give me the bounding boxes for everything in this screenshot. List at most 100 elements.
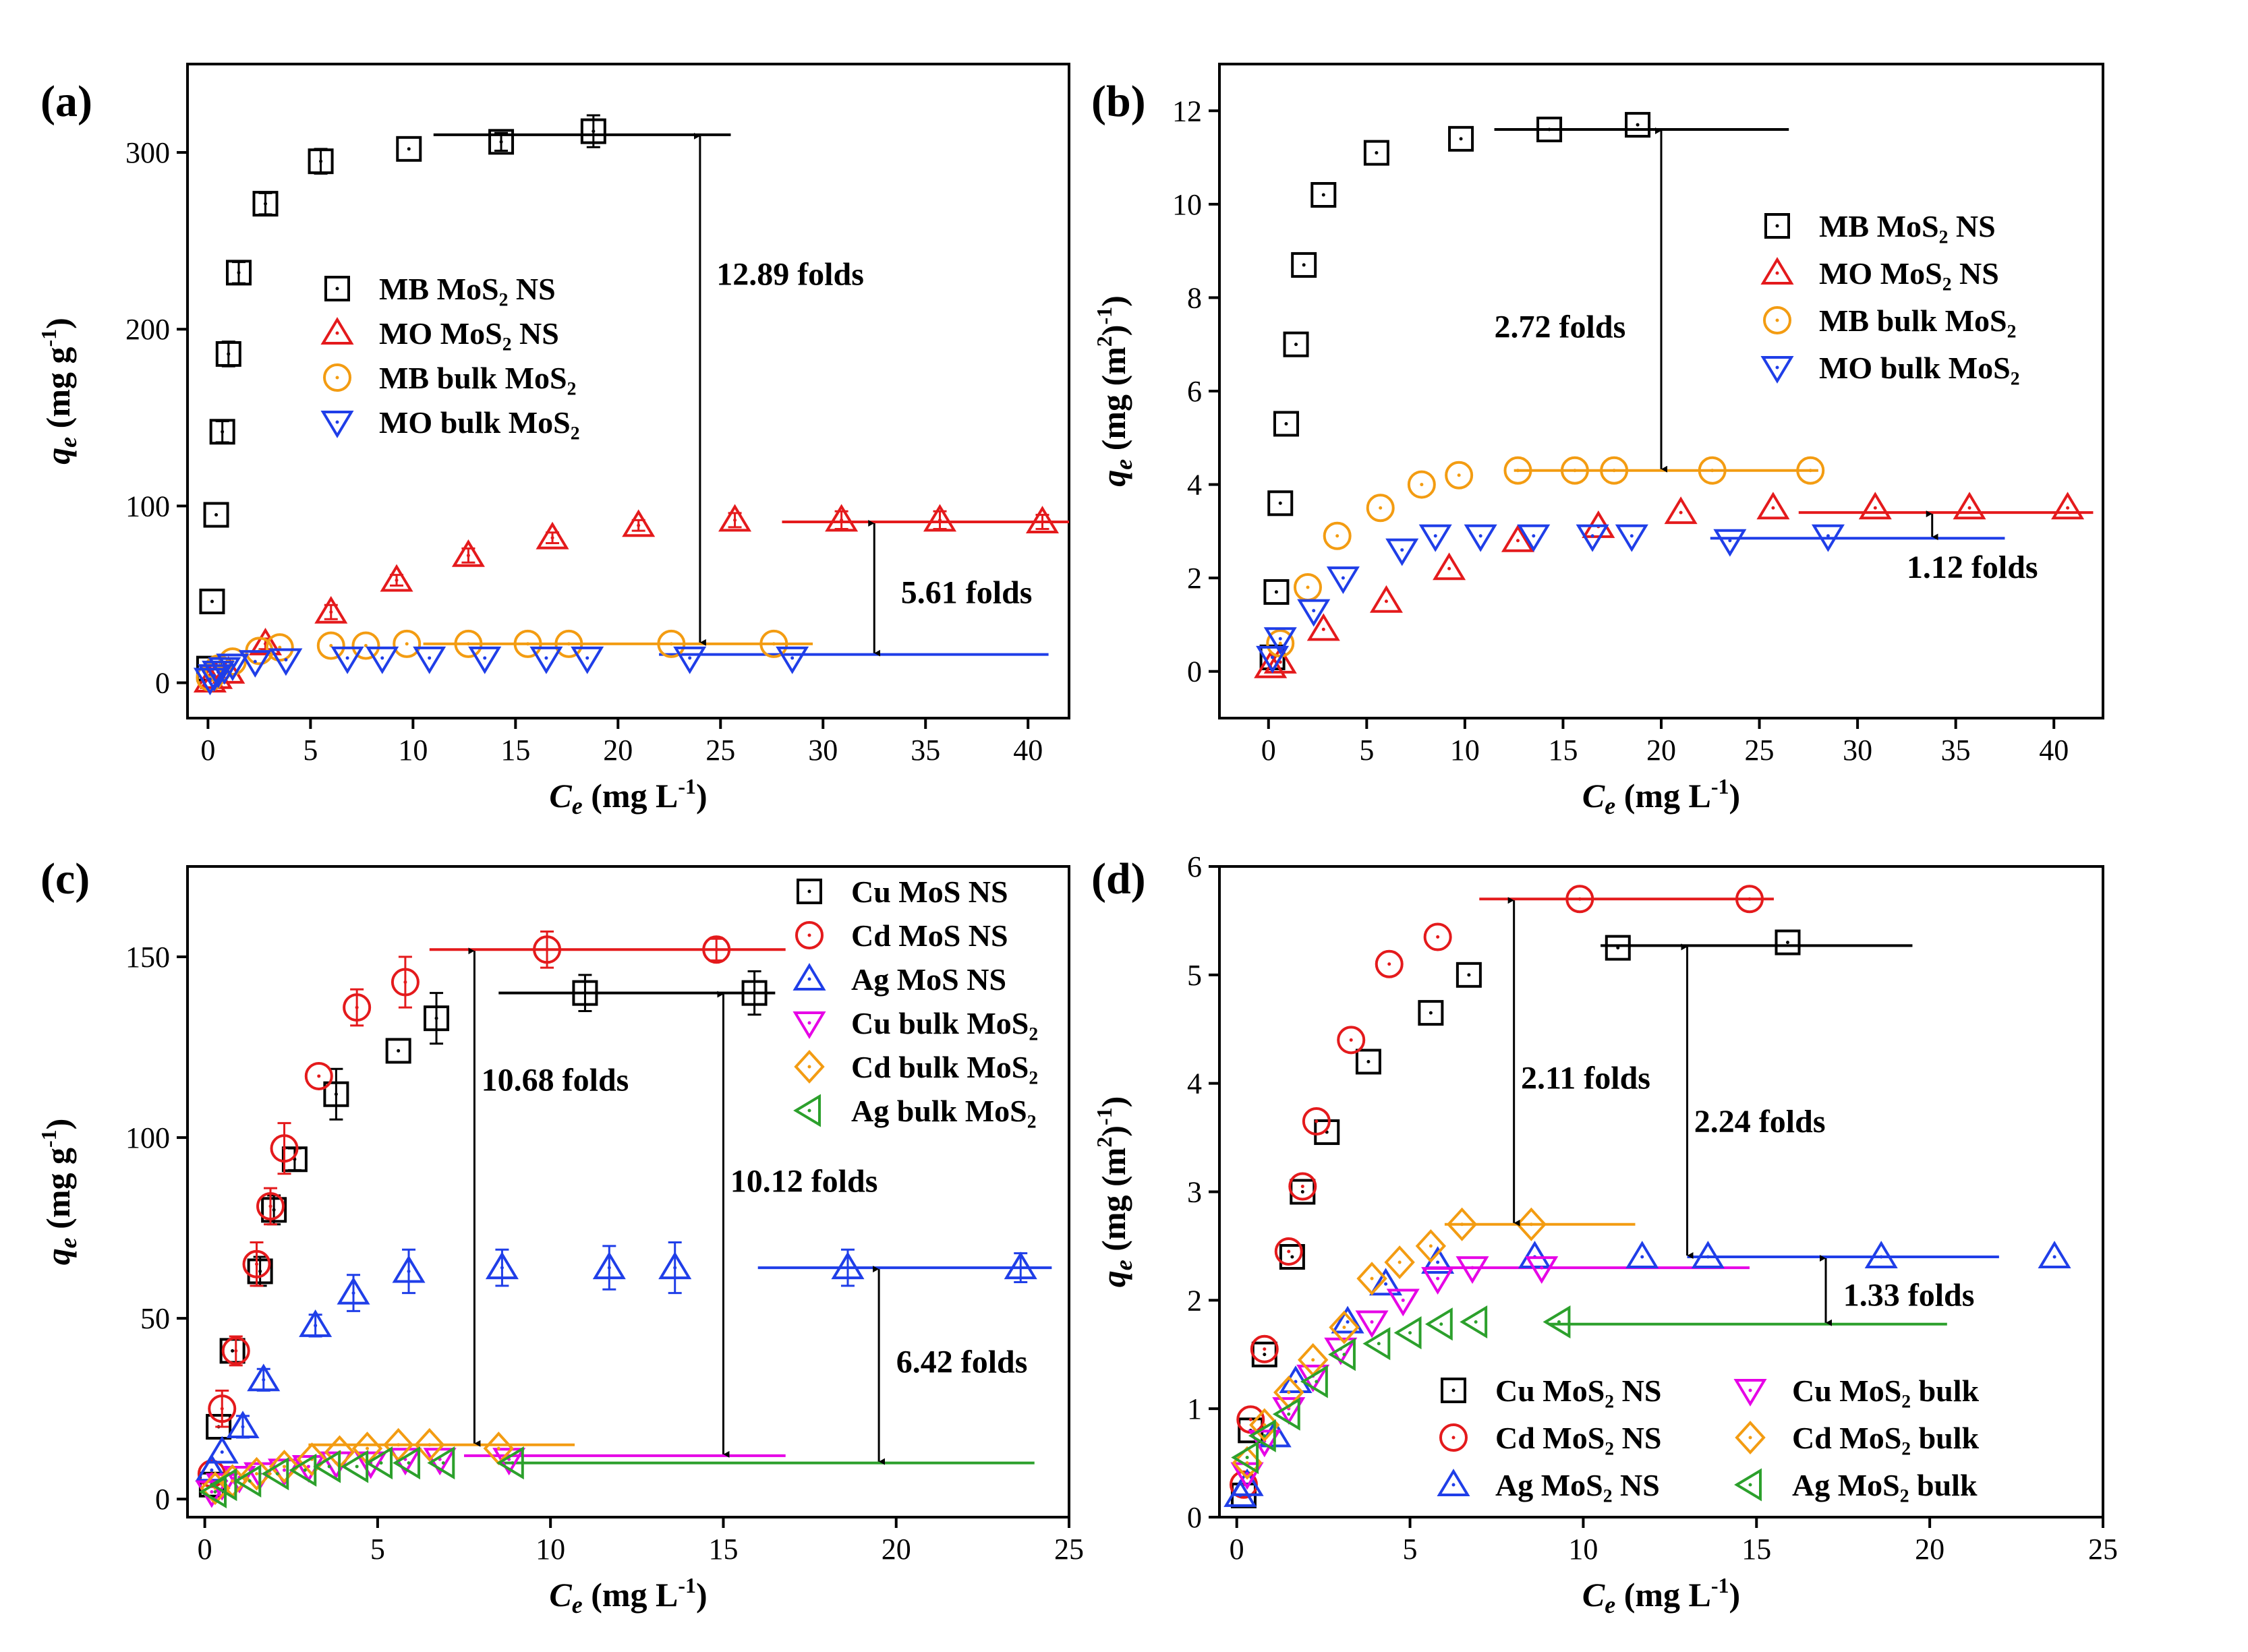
data-point [1460, 1305, 1488, 1339]
data-point-center [1245, 1472, 1249, 1476]
data-point [365, 1446, 393, 1480]
data-point [1314, 1119, 1340, 1146]
data-point [1267, 490, 1294, 517]
data-point-center [483, 656, 487, 660]
data-point-center [213, 1489, 217, 1494]
data-point-center [405, 642, 409, 646]
data-point-center [306, 1465, 310, 1469]
series-a-3 [193, 646, 809, 696]
data-point-center [1375, 151, 1379, 155]
data-point [238, 650, 272, 678]
data-point-center [210, 599, 214, 603]
data-point [1953, 492, 1986, 520]
data-point-center [1278, 641, 1282, 645]
data-point [351, 631, 380, 660]
data-point-center [938, 518, 942, 522]
data-point [289, 1453, 317, 1487]
legend-marker [1439, 1423, 1468, 1452]
data-point [1279, 1365, 1313, 1393]
data-point [1625, 112, 1651, 138]
data-point-center [255, 1262, 259, 1266]
data-point-center [1370, 1320, 1374, 1324]
data-point [1407, 470, 1436, 499]
plot-frame-a [186, 63, 1070, 719]
x-tick-label: 15 [1741, 1533, 1771, 1566]
data-point-center [1728, 539, 1732, 543]
series-c-1 [197, 931, 731, 1488]
data-point [1323, 521, 1352, 550]
data-point-center [1590, 534, 1594, 538]
data-point-center [1300, 1184, 1304, 1188]
data-point-center [1315, 1119, 1319, 1123]
data-point [1424, 1307, 1453, 1341]
data-point [1625, 1241, 1659, 1268]
legend-label: Cd MoS NS [851, 918, 1008, 953]
data-point-center [329, 610, 333, 614]
legend-label: Cu MoS NS [851, 875, 1008, 909]
data-point-center [1786, 941, 1790, 945]
data-point [2051, 492, 2085, 520]
data-point-center [840, 518, 844, 522]
data-point-center [303, 1468, 307, 1472]
fold-annotation: 10.68 folds [482, 1062, 629, 1098]
y-tick-label: 12 [1172, 94, 1202, 127]
y-tick-label: 50 [140, 1302, 170, 1335]
data-point [209, 419, 235, 445]
data-point [1393, 1316, 1422, 1350]
series-d-2 [1223, 1241, 2071, 1507]
x-tick-label: 20 [1915, 1533, 1944, 1566]
data-point [1600, 456, 1629, 485]
data-point [1356, 1262, 1387, 1296]
data-point-center [1349, 1038, 1353, 1042]
x-axis-label-b: Ce (mg L-1) [1582, 774, 1740, 819]
x-axis-label-a: Ce (mg L-1) [549, 774, 707, 819]
legend-marker-center [1748, 1388, 1752, 1392]
data-point-center [1532, 534, 1536, 538]
data-point-center [241, 1425, 245, 1429]
data-point [1328, 1338, 1356, 1371]
legend-label: MO bulk MoS₂ [1819, 351, 2020, 385]
data-point [831, 1251, 865, 1280]
data-point [1516, 1207, 1547, 1241]
data-point-center [264, 202, 268, 206]
data-point [304, 1061, 333, 1090]
y-axis-label-d: qe (mg (m2)-1) [1092, 1096, 1137, 1288]
data-point [1560, 456, 1589, 485]
data-point [208, 1394, 237, 1423]
legend-marker-center [1451, 1388, 1456, 1392]
legend-marker [324, 276, 350, 301]
data-point-center [248, 1479, 252, 1483]
data-point [1456, 962, 1482, 988]
data-point [1456, 1256, 1489, 1284]
data-point [1735, 885, 1764, 914]
data-point [209, 1468, 237, 1502]
data-point [1464, 524, 1497, 552]
data-point-center [1377, 1342, 1381, 1346]
series-d-4 [1232, 1207, 1547, 1480]
data-point [424, 1005, 450, 1032]
data-point-center [223, 1483, 227, 1487]
fold-annotation: 12.89 folds [716, 257, 864, 293]
data-point-center [1420, 483, 1424, 487]
x-tick-label: 0 [200, 734, 215, 767]
data-point-center [1808, 469, 1812, 473]
legend-label: Ag bulk MoS₂ [851, 1094, 1037, 1128]
data-point [193, 668, 227, 696]
legend-marker-center [807, 889, 811, 893]
data-point-center [1379, 506, 1383, 510]
legend-marker-center [1775, 318, 1779, 322]
legend-label: MO MoS₂ NS [1819, 256, 1999, 291]
data-point-center [1967, 506, 1971, 510]
data-point [1250, 1334, 1279, 1363]
data-point-center [585, 656, 589, 660]
x-tick-label: 10 [398, 734, 428, 767]
data-point-center [275, 1472, 279, 1476]
data-point [1543, 1305, 1571, 1339]
data-point [247, 1363, 281, 1392]
data-point-center [1342, 1326, 1346, 1330]
series-b-1 [1254, 492, 2085, 678]
data-point-center [364, 644, 368, 648]
legend-marker [320, 411, 354, 438]
data-point [1565, 885, 1594, 914]
x-tick-label: 10 [1450, 734, 1480, 767]
